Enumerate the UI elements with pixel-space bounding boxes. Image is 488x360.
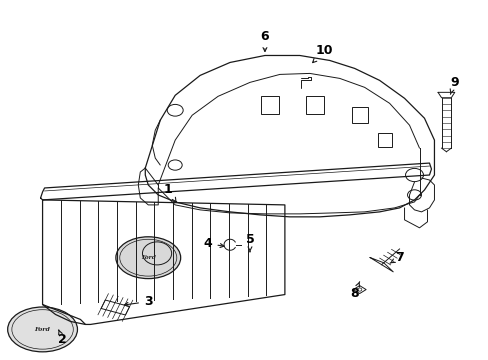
Text: 7: 7 (389, 251, 403, 264)
Bar (351, 107, 367, 123)
Text: Ford: Ford (35, 327, 50, 332)
Bar (261, 96, 278, 114)
Text: 1: 1 (163, 184, 176, 202)
Text: 9: 9 (449, 76, 458, 94)
Text: 5: 5 (245, 233, 254, 252)
Text: 2: 2 (58, 330, 67, 346)
Text: Ford: Ford (141, 255, 155, 260)
Ellipse shape (116, 237, 180, 279)
Bar (305, 96, 323, 114)
Text: 4: 4 (203, 237, 224, 250)
Text: 10: 10 (312, 44, 333, 63)
Text: 6: 6 (260, 30, 269, 51)
Bar (377, 133, 391, 147)
Text: 8: 8 (350, 282, 359, 300)
Ellipse shape (8, 307, 77, 352)
Text: 3: 3 (124, 295, 152, 308)
